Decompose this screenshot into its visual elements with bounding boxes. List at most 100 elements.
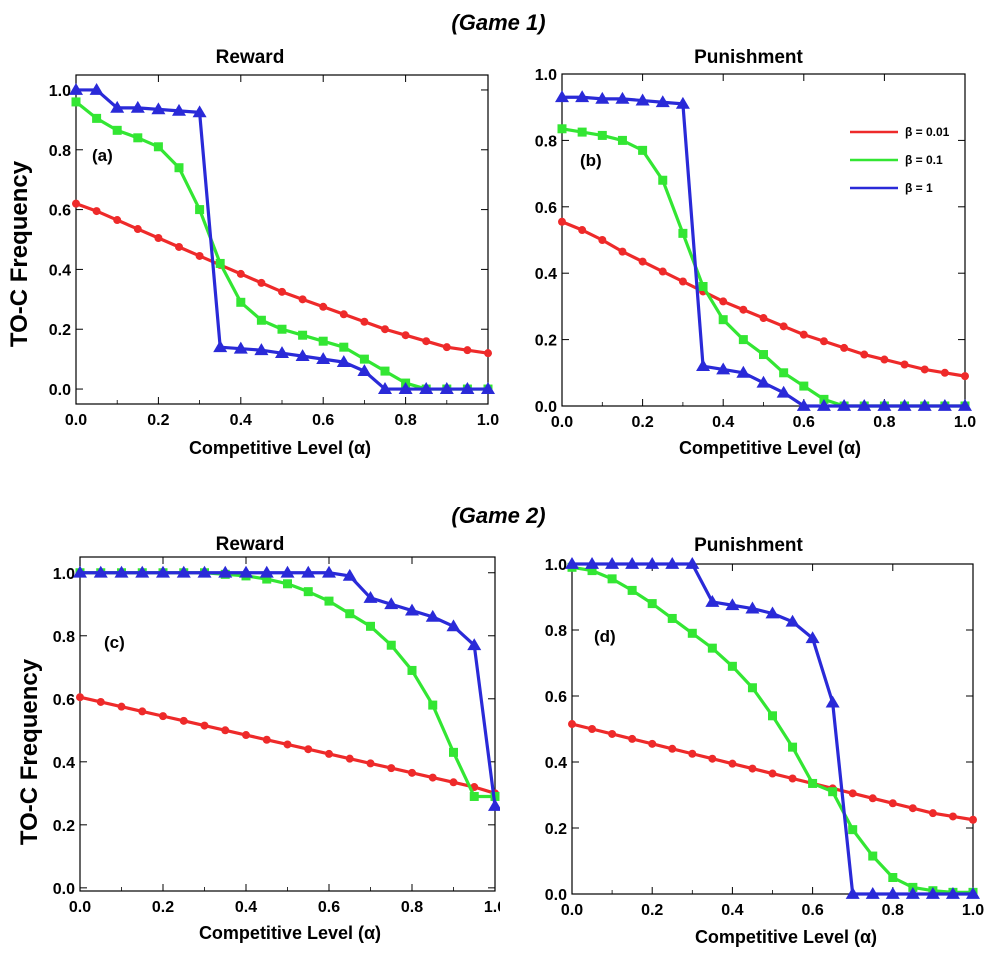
y-tick-label: 0.8 [53, 629, 75, 646]
data-point [558, 217, 566, 226]
y-tick-label: 1.0 [53, 566, 75, 583]
x-tick-label: 0.6 [793, 414, 815, 431]
x-tick-label: 0.2 [152, 899, 174, 916]
x-tick-label: 1.0 [477, 412, 499, 429]
chart-panel-b: Punishment 0.0 0.2 0.4 0.6 0.8 1.0 0.0 0.2 0.4 0.… [500, 40, 997, 470]
data-point [303, 587, 313, 597]
data-point [442, 343, 451, 352]
data-point [213, 340, 228, 353]
data-point [759, 350, 768, 360]
y-tick-label: 0.4 [535, 266, 557, 283]
data-point [925, 887, 940, 899]
x-tick-label: 0.8 [873, 414, 895, 431]
data-point [159, 712, 167, 721]
y-tick-label: 0.6 [49, 203, 71, 220]
data-point [449, 778, 458, 787]
data-point [665, 557, 680, 569]
data-point [151, 102, 166, 115]
y-tick-label: 0.0 [545, 887, 567, 904]
x-axis-label: Competitive Level (α) [695, 927, 877, 947]
data-point [195, 205, 205, 215]
y-tick-label: 0.8 [545, 623, 567, 640]
data-point [469, 791, 479, 801]
data-point [969, 815, 977, 824]
panel-label: (b) [580, 151, 602, 170]
data-point [607, 574, 617, 584]
x-tick-label: 0.0 [551, 414, 573, 431]
data-point [419, 382, 434, 394]
data-point [233, 341, 248, 354]
panel-label: (d) [594, 627, 616, 646]
data-point [405, 603, 419, 616]
data-point [618, 247, 627, 256]
data-point [920, 365, 929, 374]
series-green [75, 568, 500, 801]
data-point [840, 343, 849, 352]
data-point [488, 798, 502, 811]
data-point [195, 251, 204, 260]
series-blue [73, 565, 502, 811]
data-point [745, 601, 760, 614]
y-tick-label: 0.2 [49, 322, 71, 339]
game1-title: (Game 1) [451, 10, 546, 35]
data-point [779, 322, 788, 331]
data-point [648, 739, 657, 748]
data-point [716, 362, 731, 375]
data-point [588, 725, 597, 733]
chart-svg: 0.0 0.2 0.4 0.6 0.8 1.0 0.0 0.2 0.4 0.6 0.8 1.0 Comp… [545, 557, 984, 947]
data-point [565, 557, 579, 569]
data-point [386, 640, 396, 650]
x-tick-label: 0.4 [235, 899, 257, 916]
data-point [658, 175, 668, 185]
x-tick-label: 0.2 [631, 414, 653, 431]
data-point [966, 887, 980, 899]
data-point [667, 613, 677, 623]
data-point [888, 873, 898, 882]
data-point [283, 579, 292, 589]
data-point [928, 809, 937, 818]
data-point [779, 368, 789, 378]
data-point [319, 302, 328, 311]
data-point [278, 287, 286, 296]
data-point [221, 726, 230, 735]
series-line [80, 571, 497, 807]
series-blue [565, 557, 980, 899]
series-red [76, 693, 499, 798]
data-point [845, 887, 860, 899]
data-point [69, 82, 83, 95]
data-point [848, 789, 857, 798]
data-point [555, 90, 569, 103]
data-point [316, 352, 331, 365]
data-point [133, 225, 142, 234]
x-tick-label: 1.0 [484, 899, 500, 916]
data-point [958, 399, 972, 411]
data-point [605, 557, 620, 569]
y-tick-label: 0.2 [53, 818, 75, 835]
x-tick-label: 0.8 [401, 899, 423, 916]
data-point [275, 346, 289, 359]
data-point [945, 887, 960, 899]
data-point [133, 133, 143, 143]
chart-panel-c: Reward TO-C Frequency 0.0 0.2 0.4 0.6 0.8 1. 0… [0, 530, 506, 959]
data-point [736, 365, 751, 378]
chart-title: Punishment [694, 47, 803, 68]
data-point [799, 381, 809, 391]
data-point [575, 90, 590, 103]
data-point [885, 887, 900, 899]
data-point [635, 93, 650, 106]
data-point [407, 665, 417, 675]
data-point [336, 355, 351, 368]
data-point [283, 740, 292, 749]
y-tick-label: 1.0 [49, 83, 71, 100]
chart-svg: 0.0 0.2 0.4 0.6 0.8 1.0 0.0 0.2 0.4 0.6 0.8 1.0 Comp… [535, 67, 976, 458]
data-point [739, 305, 748, 314]
data-point [707, 643, 717, 653]
x-tick-label: 1.0 [954, 414, 976, 431]
data-point [254, 343, 269, 356]
legend-label: β = 1 [905, 181, 933, 195]
data-point [360, 317, 369, 326]
x-tick-label: 0.4 [712, 414, 734, 431]
data-point [645, 557, 660, 569]
data-point [425, 609, 440, 622]
data-point [675, 96, 690, 109]
